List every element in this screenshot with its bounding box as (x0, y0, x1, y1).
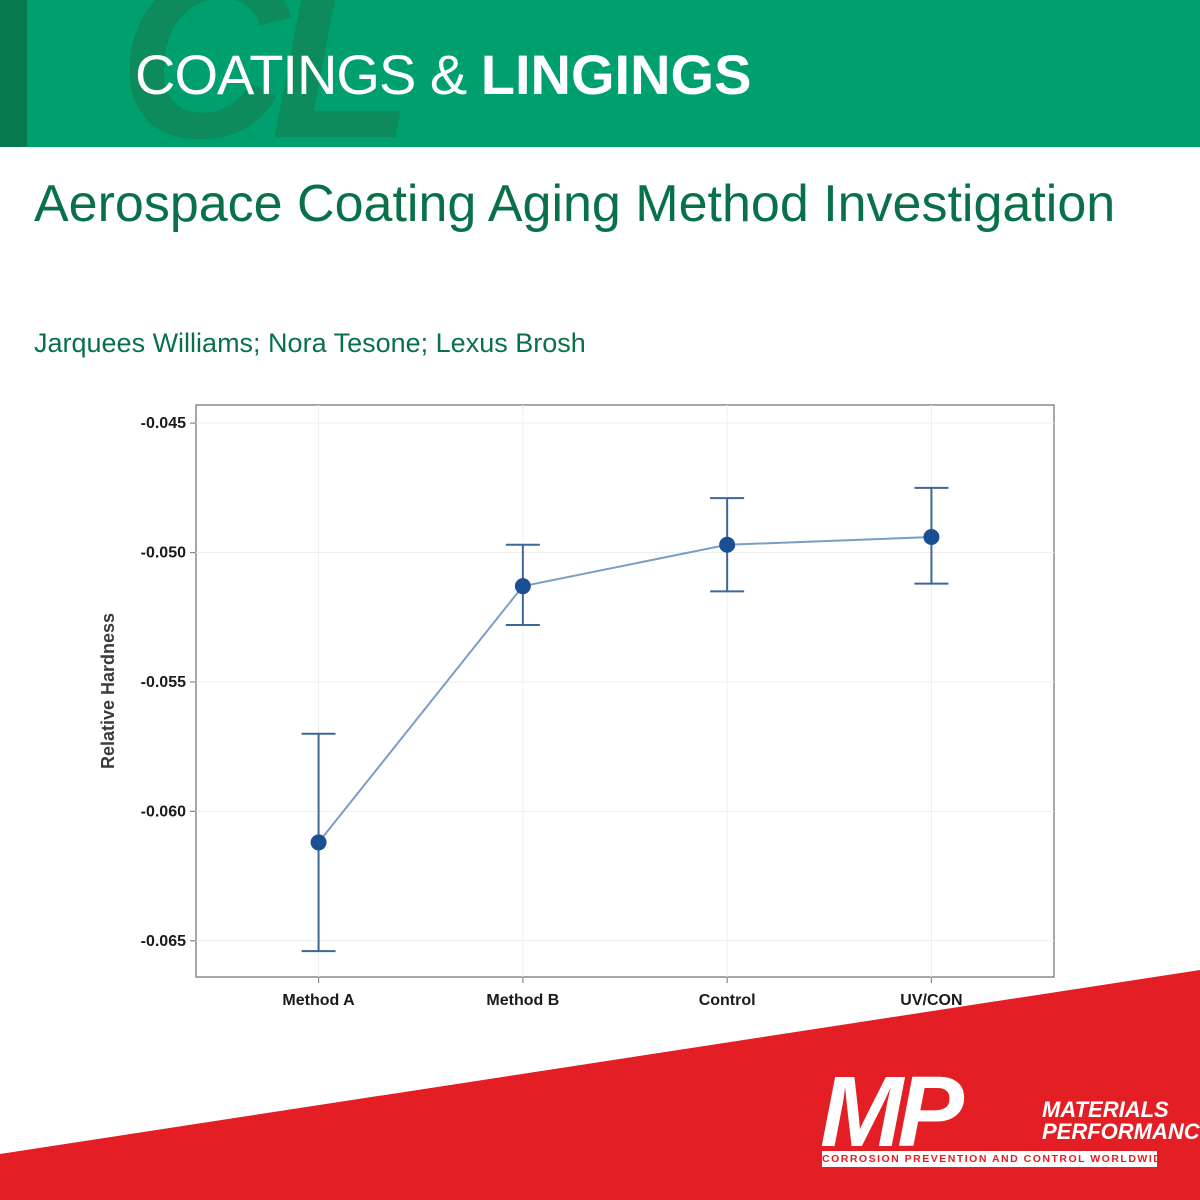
article-authors: Jarquees Williams; Nora Tesone; Lexus Br… (34, 328, 586, 358)
plot-frame (195, 404, 1055, 978)
header-banner: CL COATINGS & LINGINGS (0, 0, 1200, 147)
y-tick-label: -0.050 (141, 545, 186, 562)
y-tick-label: -0.060 (141, 803, 186, 820)
series-layer (301, 486, 949, 953)
header-accent-stripe (0, 0, 27, 147)
data-point (310, 834, 327, 851)
section-title-bold: LINGINGS (480, 43, 752, 106)
section-title-light: COATINGS & (135, 43, 481, 106)
materials-performance-logo: MP MATERIALS PERFORMANCE CORROSION PREVE… (820, 1056, 1200, 1170)
x-tick-label: UV/CON (900, 992, 962, 1009)
logo-word-performance: PERFORMANCE (1042, 1119, 1200, 1144)
series-line (317, 536, 932, 844)
logo-mark: MP (820, 1056, 964, 1168)
y-tick-label: -0.065 (141, 933, 186, 950)
x-tick-label: Control (699, 992, 756, 1009)
y-axis-ticks: -0.045 -0.050 -0.055 -0.060 -0.065 (141, 415, 196, 950)
x-tick-label: Method B (486, 992, 559, 1009)
data-point (514, 578, 531, 595)
y-axis-title: Relative Hardness (98, 613, 118, 769)
logo-words: MATERIALS PERFORMANCE (1042, 1099, 1200, 1143)
header-watermark-logo: CL (118, 0, 415, 147)
x-axis-ticks: Method A Method B Control UV/CON (282, 977, 963, 1009)
data-point (923, 529, 940, 545)
section-title: COATINGS & LINGINGS (135, 40, 751, 110)
data-point (719, 536, 736, 553)
y-tick-label: -0.055 (141, 674, 186, 691)
article-title: Aerospace Coating Aging Method Investiga… (34, 175, 1116, 233)
logo-word-materials: MATERIALS (1042, 1097, 1169, 1122)
x-tick-label: Method A (282, 992, 355, 1009)
y-tick-label: -0.045 (141, 415, 186, 432)
logo-tagline: CORROSION PREVENTION AND CONTROL WORLDWI… (822, 1151, 1171, 1167)
